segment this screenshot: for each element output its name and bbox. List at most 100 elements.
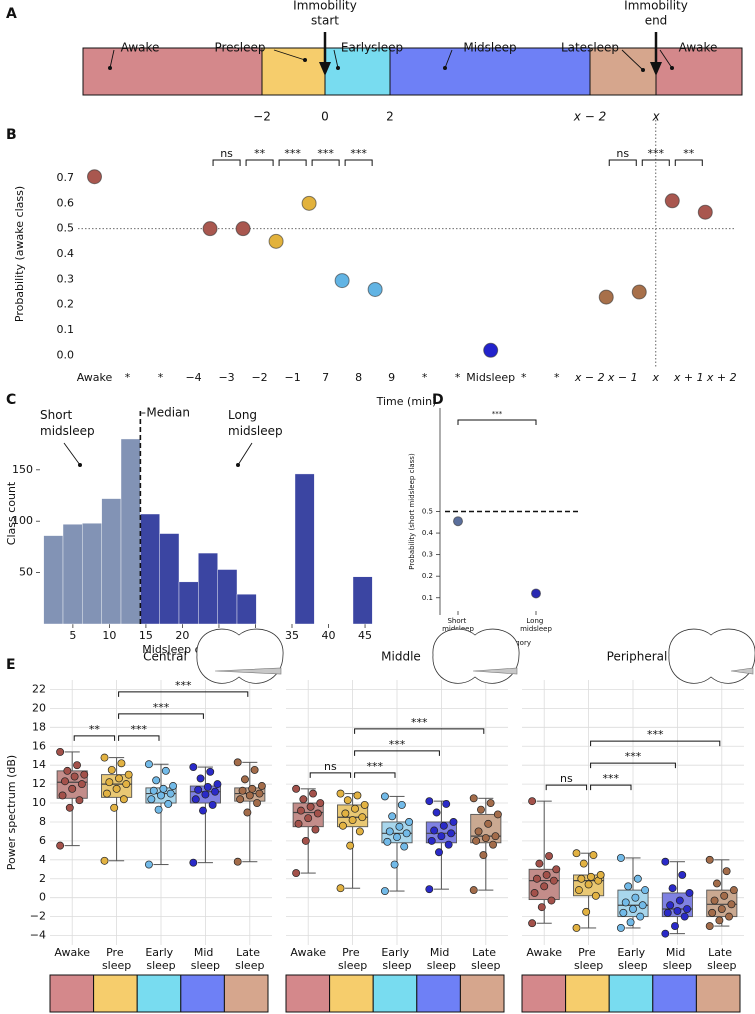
brain-icon [432,628,520,684]
significance-bracket [118,735,160,741]
data-point [395,822,404,831]
leader-line [333,49,339,69]
data-point [56,841,65,850]
significance-bracket [311,159,340,166]
x-tick-label: Pre sleep [338,946,367,972]
data-point [442,800,451,808]
data-point [574,886,583,895]
data-point [105,778,114,787]
x-tick-label: Midsleep [466,371,515,384]
data-point [199,806,207,815]
histogram-bar [198,552,218,625]
significance-label: *** [625,750,642,763]
y-axis-label: Power spectrum (dB) [5,755,18,870]
leader-dot [641,68,645,72]
data-point [122,780,131,789]
data-point [664,193,680,209]
x-tick-label: Awake [290,946,326,959]
arrow-label: start [311,14,339,28]
data-point [633,874,642,883]
arrow-head [319,62,331,76]
chart-title: Central [143,650,187,664]
data-point [680,912,689,921]
data-point [336,884,345,893]
leader-line [237,442,253,466]
data-point [493,810,502,819]
chart-title: Middle [381,650,421,664]
y-tick-label: 0.5 [57,222,75,235]
x-tick-label: Early sleep [145,946,176,972]
data-point [582,907,591,916]
data-point [725,912,733,921]
timeline-segment [589,47,657,96]
leader-dot [236,463,240,467]
y-tick-label: 0.1 [57,323,75,336]
significance-label: *** [647,728,664,741]
timeline-segment [389,47,591,96]
data-point [243,808,252,817]
data-point [309,789,317,798]
x-tick-label: Late sleep [707,946,736,972]
data-point [697,204,713,220]
data-point [477,805,485,814]
segment-label: Awake [679,41,718,55]
data-point [528,797,537,806]
significance-label: *** [284,147,301,160]
data-point [208,800,217,809]
data-point [255,789,264,798]
x-tick-label: * [125,371,131,384]
x-tick-label: 8 [355,371,362,384]
y-tick-label: 20 [32,701,46,714]
significance-bracket [641,159,670,166]
significance-bracket [590,740,721,747]
y-tick-label: 0.0 [57,348,75,361]
data-point [472,836,481,845]
data-point [211,787,220,796]
data-point [469,886,478,895]
data-point [584,880,593,889]
data-point [360,800,369,809]
data-point [253,799,261,807]
data-point [591,891,600,900]
data-point [545,852,553,860]
data-point [348,816,357,825]
significance-label: *** [175,679,192,692]
y-tick-label: 0.2 [57,298,75,311]
y-tick-label: 0.4 [422,529,434,537]
segment-label: Midsleep [463,41,516,55]
data-point [683,905,692,913]
annotation: Short midsleep [40,408,95,438]
state-strip [695,974,741,1013]
x-tick-label: Early sleep [381,946,412,972]
data-point [124,770,133,779]
data-point [144,860,153,869]
data-point [722,867,731,876]
data-point [616,853,625,862]
data-point [491,832,500,841]
timeline-segment [82,47,263,96]
x-tick-label: −3 [218,371,234,384]
leader-dot [108,66,112,70]
y-tick-label: 0.5 [422,508,433,516]
data-point [453,516,463,527]
data-point [311,825,320,834]
data-point [447,829,456,838]
x-tick-label: x + 1 [673,371,704,384]
x-tick-label: 5 [69,629,76,642]
histogram-bar [82,523,102,625]
data-point [474,827,483,836]
significance-bracket [545,784,588,791]
data-point [577,874,586,883]
data-point [705,855,714,864]
probe-icon [730,667,754,675]
x-tick-label: 40 [322,629,336,642]
leader-dot [443,66,447,70]
chart-title: Peripheral [607,650,668,664]
y-tick-label: 100 [12,514,33,527]
significance-label: ns [560,772,573,785]
data-point [619,908,628,917]
data-point [112,784,121,793]
significance-label: *** [603,772,620,785]
data-point [68,784,77,793]
data-point [430,826,439,835]
